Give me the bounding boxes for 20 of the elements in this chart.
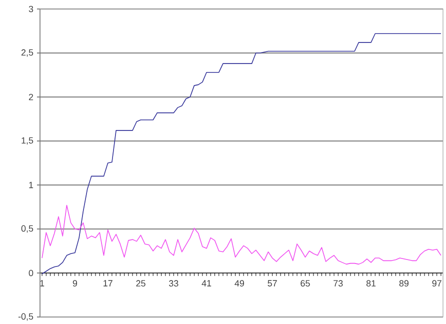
y-tick-label: 1 [29,182,34,188]
x-tick-label: 57 [268,280,277,286]
y-tick-label: -0,5 [18,313,34,321]
x-tick-label: 97 [432,280,442,287]
x-tick-label: 89 [399,280,408,287]
x-tick-label: 25 [136,280,146,287]
x-tick-label: 49 [234,280,244,287]
y-tick-label: 1,5 [22,137,34,145]
x-tick-label: 17 [104,280,112,286]
x-tick-label: 9 [72,280,78,287]
x-tick-label: 73 [334,280,343,287]
x-tick-label: 41 [202,280,212,286]
x-tick-label: 81 [366,280,376,287]
x-tick-label: 65 [300,280,310,287]
y-tick-label: 2,5 [21,49,34,57]
y-tick-label: 0,5 [21,225,34,233]
x-tick-label: 33 [169,280,178,287]
y-tick-label: 0 [28,270,34,276]
y-tick-label: 2 [28,94,34,100]
y-tick-label: 3 [28,6,34,12]
